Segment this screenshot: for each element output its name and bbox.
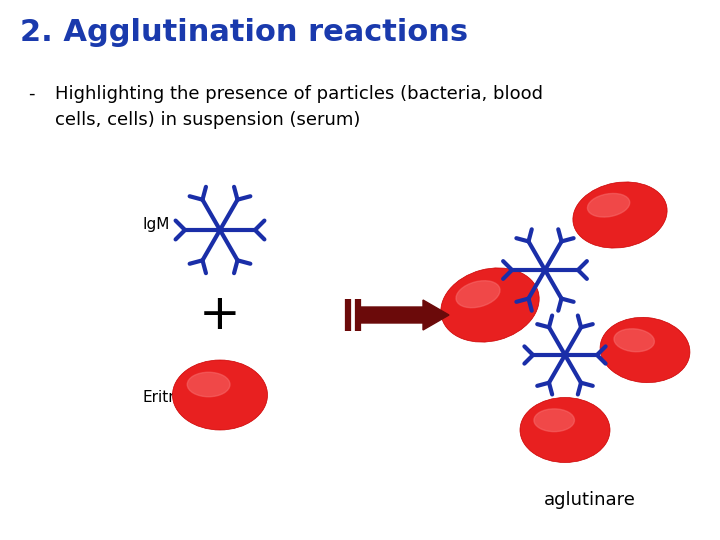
Ellipse shape	[456, 281, 500, 308]
Ellipse shape	[614, 329, 654, 352]
Ellipse shape	[173, 360, 268, 430]
FancyArrow shape	[360, 300, 449, 330]
Ellipse shape	[534, 409, 575, 431]
Ellipse shape	[588, 193, 630, 217]
Text: 2. Agglutination reactions: 2. Agglutination reactions	[20, 18, 468, 47]
Text: Highlighting the presence of particles (bacteria, blood
cells, cells) in suspens: Highlighting the presence of particles (…	[55, 85, 543, 130]
Ellipse shape	[600, 318, 690, 383]
Text: aglutinare: aglutinare	[544, 491, 636, 509]
Text: +: +	[199, 291, 241, 339]
Text: Eritrocite: Eritrocite	[142, 390, 212, 406]
Text: -: -	[28, 85, 35, 103]
Ellipse shape	[441, 268, 539, 342]
Ellipse shape	[187, 372, 230, 397]
Text: IgM: IgM	[142, 218, 169, 233]
Ellipse shape	[573, 182, 667, 248]
Ellipse shape	[520, 397, 610, 462]
